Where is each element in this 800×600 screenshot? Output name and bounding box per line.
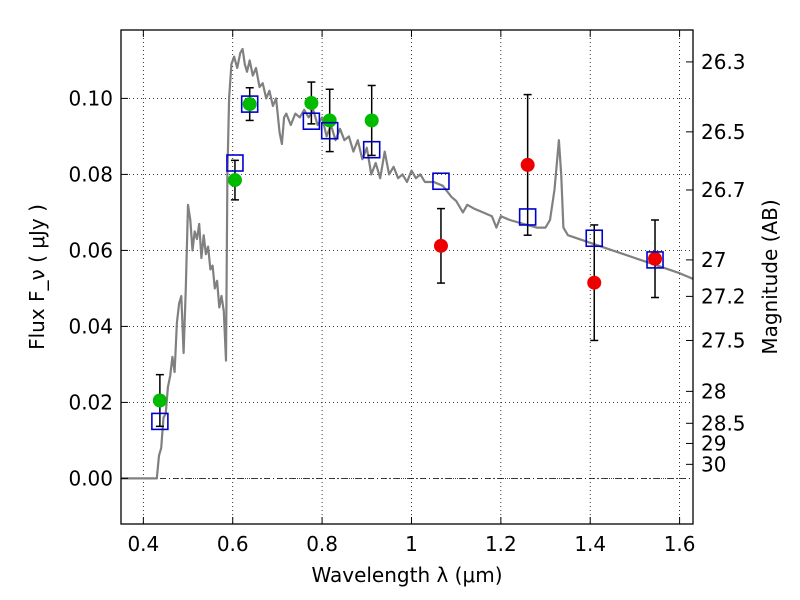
model-flux-square (302, 112, 321, 130)
y-tick-label: 0.04 (68, 314, 113, 338)
plot-frame (120, 29, 694, 525)
y2-tick-label: 26.7 (701, 178, 746, 202)
model-flux-square (240, 95, 259, 113)
red-data-point (433, 238, 448, 253)
green-data-point (364, 113, 379, 128)
red-data-point (587, 275, 602, 290)
model-flux-square (646, 251, 664, 269)
model-squares-layer (151, 95, 664, 431)
x-tick-label: 1.4 (574, 532, 606, 556)
green-data-point (322, 113, 337, 128)
y2-tick-label: 28 (701, 379, 726, 403)
y-axis-label: Flux F_ν ( μJy ) (25, 204, 49, 350)
y2-tick-label: 29 (701, 431, 726, 455)
green-data-point (227, 173, 242, 188)
x-tick-label: 1.2 (485, 532, 517, 556)
green-data-point (304, 95, 319, 110)
model-flux-square (226, 154, 244, 172)
x-tick-label: 1.6 (664, 532, 696, 556)
y2-tick-label: 27.5 (701, 328, 746, 352)
plot-area-background (121, 30, 693, 524)
y2-tick-label: 28.5 (701, 411, 746, 435)
model-flux-square (151, 412, 169, 431)
x-axis-label: Wavelength λ (μm) (311, 563, 502, 587)
green-data-point (242, 97, 257, 112)
y-tick-label: 0.10 (68, 86, 113, 110)
y-tick-label: 0.02 (68, 390, 113, 414)
tick-label-layer: 0.4 0.6 0.8 1 1.2 1.4 1.6 0.00 0.02 0.04 0.06 0.08 0… (68, 50, 745, 556)
y2-tick-label: 27 (701, 248, 726, 272)
red-data-point (520, 157, 535, 172)
x-tick-label: 1 (405, 532, 418, 556)
model-sed-layer (121, 47, 694, 480)
x-tick-label: 0.6 (217, 532, 249, 556)
model-flux-square (432, 172, 450, 191)
x-tick-label: 0.8 (306, 532, 338, 556)
y2-tick-label: 26.3 (701, 50, 746, 74)
y2-tick-label: 27.2 (701, 284, 746, 308)
x-tick-label: 0.4 (127, 532, 159, 556)
y2-tick-label: 30 (701, 452, 726, 476)
tick-layer (121, 30, 693, 524)
y-tick-label: 0.00 (68, 466, 113, 490)
grid-layer (121, 30, 693, 524)
red-data-point (648, 251, 663, 266)
y-tick-label: 0.06 (68, 238, 113, 262)
y2-axis-label: Magnitude (AB) (758, 199, 782, 354)
green-data-point (152, 393, 167, 408)
model-flux-square (320, 121, 339, 140)
data-points-layer (152, 95, 663, 408)
model-flux-square (362, 140, 381, 159)
model-flux-square (585, 229, 604, 248)
y2-tick-label: 26.5 (701, 120, 746, 144)
model-flux-square (518, 208, 537, 226)
y-tick-label: 0.08 (68, 162, 113, 186)
model-sed-line (121, 47, 694, 480)
